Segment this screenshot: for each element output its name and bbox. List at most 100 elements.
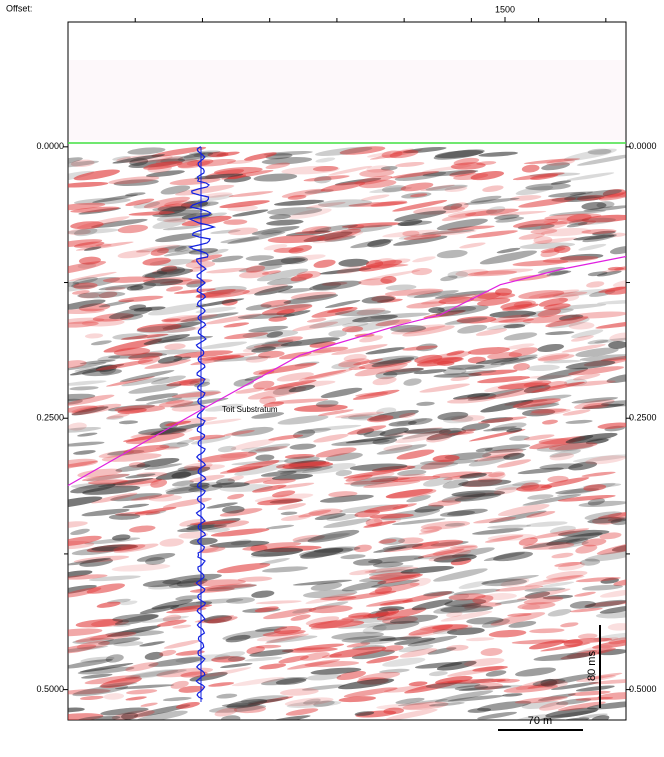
- amplitude-blob: [518, 233, 545, 240]
- amplitude-blob: [96, 601, 121, 608]
- amplitude-blob: [413, 290, 459, 299]
- amplitude-blob: [144, 359, 191, 369]
- amplitude-blob: [312, 165, 339, 172]
- amplitude-blob: [70, 483, 116, 494]
- amplitude-blob: [285, 230, 331, 237]
- amplitude-blob: [276, 308, 295, 316]
- amplitude-blob: [162, 314, 218, 323]
- amplitude-blob: [147, 161, 184, 168]
- distance-scale-label: 70 m: [528, 715, 552, 727]
- amplitude-blob: [571, 397, 619, 404]
- amplitude-blob: [136, 323, 182, 333]
- amplitude-blob: [178, 685, 205, 693]
- amplitude-blob: [575, 576, 621, 583]
- amplitude-blob: [210, 229, 241, 234]
- amplitude-blob: [575, 685, 615, 692]
- amplitude-blob: [467, 388, 525, 401]
- amplitude-blob: [456, 316, 497, 324]
- amplitude-blob: [392, 518, 446, 525]
- amplitude-blob: [613, 579, 626, 586]
- amplitude-blob: [220, 663, 253, 668]
- amplitude-blob: [338, 258, 370, 267]
- amplitude-blob: [175, 654, 231, 663]
- amplitude-blob: [117, 250, 151, 259]
- amplitude-blob: [68, 271, 117, 282]
- amplitude-blob: [220, 237, 260, 244]
- amplitude-blob: [68, 557, 112, 566]
- amplitude-blob: [226, 699, 268, 709]
- amplitude-blob: [199, 547, 226, 554]
- amplitude-blob: [503, 323, 526, 329]
- amplitude-blob: [160, 185, 191, 195]
- amplitude-blob: [68, 394, 115, 406]
- amplitude-blob: [511, 639, 570, 645]
- amplitude-blob: [262, 478, 296, 485]
- amplitude-blob: [259, 663, 287, 670]
- amplitude-blob: [68, 689, 111, 695]
- amplitude-blob: [72, 290, 90, 295]
- amplitude-blob: [497, 382, 549, 390]
- amplitude-blob: [206, 584, 257, 592]
- amplitude-blob: [354, 711, 375, 716]
- amplitude-blob: [468, 455, 511, 467]
- amplitude-blob: [336, 670, 367, 681]
- amplitude-blob: [102, 276, 156, 283]
- amplitude-blob: [597, 422, 626, 429]
- amplitude-blob: [86, 583, 126, 594]
- amplitude-blob: [572, 454, 626, 463]
- amplitude-blob: [125, 662, 159, 672]
- amplitude-blob: [309, 424, 362, 431]
- amplitude-blob: [288, 384, 316, 393]
- y-tick-label-left: 0.2500: [36, 413, 64, 423]
- amplitude-blob: [227, 174, 247, 180]
- amplitude-blob: [436, 218, 488, 231]
- amplitude-blob: [407, 635, 458, 647]
- amplitude-blob: [522, 541, 575, 550]
- amplitude-blob: [341, 580, 387, 592]
- amplitude-blob: [135, 393, 179, 402]
- amplitude-blob: [428, 550, 472, 562]
- amplitude-blob: [542, 381, 568, 389]
- blank-zone: [69, 60, 625, 140]
- amplitude-blob: [530, 528, 590, 540]
- amplitude-blob: [284, 456, 320, 464]
- amplitude-blob: [117, 407, 147, 414]
- amplitude-blob: [451, 490, 506, 498]
- amplitude-blob: [363, 504, 409, 513]
- amplitude-blob: [145, 556, 166, 565]
- amplitude-blob: [162, 697, 192, 702]
- amplitude-blob: [509, 195, 542, 201]
- amplitude-blob: [398, 412, 416, 419]
- amplitude-blob: [151, 599, 193, 610]
- amplitude-blob: [363, 520, 397, 528]
- amplitude-blob: [464, 208, 519, 217]
- amplitude-blob: [308, 620, 365, 629]
- amplitude-blob: [565, 380, 616, 387]
- amplitude-blob: [376, 407, 397, 415]
- amplitude-blob: [578, 713, 608, 719]
- amplitude-blob: [527, 494, 554, 500]
- amplitude-blob: [354, 363, 408, 377]
- amplitude-blob: [189, 474, 225, 483]
- amplitude-blob: [189, 482, 210, 487]
- amplitude-blob: [523, 380, 552, 387]
- amplitude-blob: [148, 495, 183, 502]
- amplitude-blob: [198, 418, 242, 425]
- amplitude-blob: [331, 361, 362, 370]
- amplitude-blob: [211, 482, 250, 488]
- amplitude-blob: [367, 555, 425, 564]
- amplitude-blob: [569, 607, 603, 613]
- amplitude-blob: [69, 386, 99, 391]
- amplitude-blob: [277, 336, 303, 343]
- y-tick-label-left: 0.0000: [36, 141, 64, 151]
- amplitude-blob: [562, 409, 591, 416]
- amplitude-blob: [586, 281, 605, 288]
- amplitude-blob: [425, 433, 453, 443]
- amplitude-blob: [489, 310, 537, 318]
- amplitude-blob: [592, 230, 616, 236]
- amplitude-blob: [111, 710, 155, 720]
- amplitude-blob: [385, 488, 437, 499]
- amplitude-blob: [289, 443, 317, 450]
- amplitude-blob: [513, 363, 530, 371]
- amplitude-blob: [416, 356, 463, 367]
